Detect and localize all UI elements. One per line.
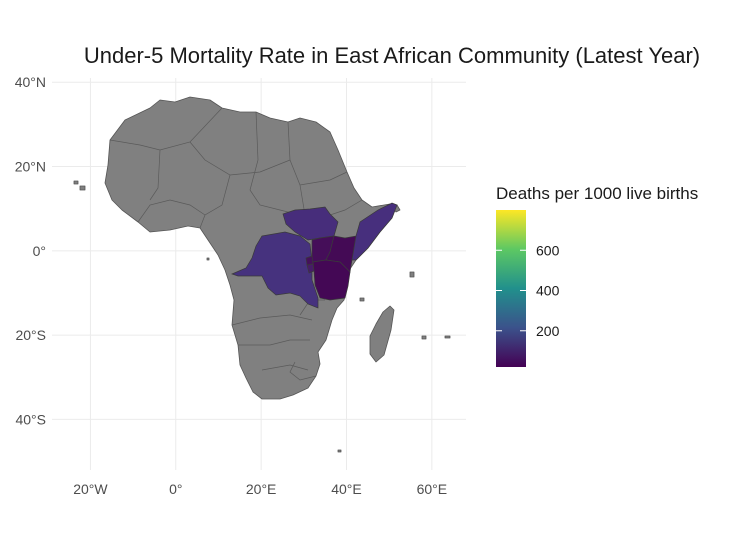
x-tick-label: 0°: [169, 481, 182, 497]
legend-tick-label: 200: [536, 323, 560, 339]
south-sudan: [282, 206, 339, 241]
seychelles: [409, 271, 415, 278]
y-tick-label: 20°N: [15, 159, 46, 175]
legend-tick-label: 400: [536, 283, 560, 299]
chart-title: Under-5 Mortality Rate in East African C…: [84, 43, 700, 68]
legend-colorbar: [496, 210, 526, 367]
cape-verde: [73, 180, 79, 185]
axis-ticks: 20°W 0° 20°E 40°E 60°E 40°N 20°N 0° 20°S 40°S: [15, 74, 447, 497]
madagascar: [369, 305, 395, 363]
y-tick-label: 40°S: [15, 411, 46, 427]
tanzania: [312, 259, 351, 301]
x-tick-label: 40°E: [331, 481, 362, 497]
legend: Deaths per 1000 live births 200 400 600: [496, 184, 698, 367]
cape-verde-islands: [79, 185, 86, 191]
comoros: [359, 297, 365, 302]
somalia: [351, 202, 398, 261]
africa-continent: [104, 96, 398, 400]
y-tick-label: 40°N: [15, 74, 46, 90]
legend-title: Deaths per 1000 live births: [496, 184, 698, 203]
y-tick-label: 0°: [33, 243, 46, 259]
mauritius: [421, 335, 427, 340]
y-tick-label: 20°S: [15, 327, 46, 343]
heard-island: [337, 449, 342, 453]
sao-tome: [206, 257, 210, 261]
reunion: [444, 335, 451, 339]
dr-congo: [231, 231, 319, 309]
eac-countries: [231, 202, 398, 309]
legend-tick-label: 600: [536, 242, 560, 258]
x-tick-label: 20°W: [73, 481, 108, 497]
map-land: [73, 96, 451, 453]
x-tick-label: 20°E: [246, 481, 277, 497]
rwanda: [305, 255, 314, 266]
x-tick-label: 60°E: [417, 481, 448, 497]
legend-ticks: 200 400 600: [496, 242, 560, 339]
